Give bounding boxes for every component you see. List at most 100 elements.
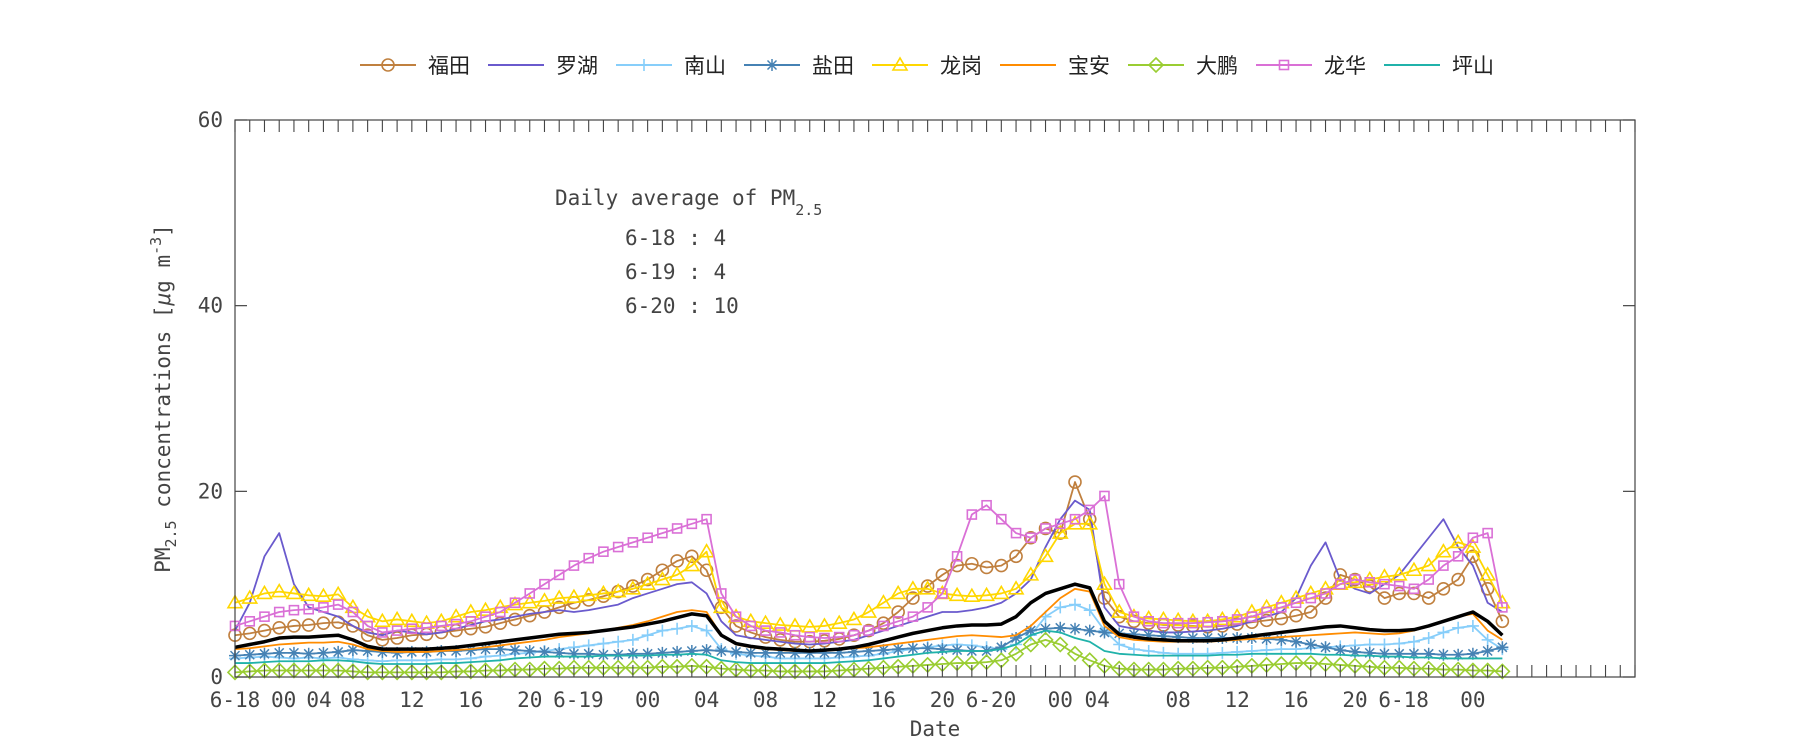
data-point-marker — [1052, 636, 1069, 653]
data-point-marker — [1260, 632, 1273, 645]
data-point-marker — [626, 647, 639, 660]
x-tick-label: 08 — [340, 688, 365, 712]
data-point-marker — [1022, 566, 1040, 581]
data-point-marker — [1334, 578, 1346, 590]
data-point-marker — [1098, 626, 1111, 639]
data-point-marker — [318, 602, 329, 613]
data-point-marker — [344, 663, 362, 680]
x-tick-label: 04 — [694, 688, 719, 712]
data-point-marker — [1452, 648, 1465, 661]
data-point-marker — [1479, 566, 1497, 581]
data-point-marker — [1010, 527, 1022, 539]
data-point-marker — [1127, 643, 1140, 656]
data-point-marker — [996, 513, 1007, 525]
y-axis-label-exp: -3 — [147, 237, 165, 255]
data-point-marker — [730, 611, 742, 622]
data-point-marker — [1304, 638, 1317, 651]
data-point-marker — [833, 646, 846, 659]
data-point-marker — [1187, 617, 1199, 629]
data-point-marker — [1142, 629, 1155, 642]
legend-item: 坪山 — [1384, 54, 1494, 78]
data-point-marker — [1158, 617, 1169, 629]
x-tick-label: 00 — [635, 688, 660, 712]
data-point-marker — [1010, 632, 1023, 645]
data-point-marker — [907, 611, 919, 622]
data-point-marker — [979, 560, 994, 575]
data-point-marker — [390, 631, 404, 645]
data-point-marker — [1334, 644, 1347, 657]
data-point-marker — [1039, 622, 1052, 635]
data-point-marker — [1497, 602, 1508, 613]
data-point-marker — [436, 620, 447, 632]
x-tick-label: 6-18 — [1378, 688, 1429, 712]
data-point-marker — [774, 646, 787, 659]
data-point-marker — [361, 645, 374, 658]
data-point-marker — [583, 552, 594, 564]
legend-label: 福田 — [428, 54, 470, 78]
x-tick-label: 6-19 — [553, 688, 604, 712]
data-point-marker — [994, 558, 1009, 573]
data-point-marker — [1216, 632, 1229, 645]
data-point-marker — [1438, 560, 1449, 571]
data-point-marker — [582, 647, 595, 660]
data-point-marker — [1025, 532, 1037, 544]
legend-label: 南山 — [684, 54, 726, 78]
x-tick-label: 00 — [1460, 688, 1485, 712]
data-point-marker — [1275, 633, 1288, 646]
data-point-marker — [1261, 606, 1272, 618]
data-point-marker — [465, 615, 477, 627]
data-point-marker — [657, 527, 668, 539]
data-point-marker — [565, 588, 583, 603]
legend-label: 宝安 — [1068, 54, 1110, 78]
data-point-marker — [819, 632, 830, 644]
data-point-marker — [1172, 617, 1184, 629]
data-point-marker — [818, 646, 831, 659]
data-point-marker — [1066, 515, 1084, 530]
data-point-marker — [862, 645, 875, 658]
data-point-marker — [1022, 636, 1039, 653]
data-point-marker — [391, 646, 404, 659]
data-point-marker — [1216, 646, 1229, 659]
y-tick-label: 0 — [210, 665, 223, 689]
x-tick-label: 16 — [1283, 688, 1308, 712]
data-point-marker — [374, 664, 391, 681]
y-axis-label-main: PM — [151, 548, 175, 573]
data-point-marker — [450, 618, 462, 630]
data-point-marker — [1007, 580, 1025, 595]
data-point-marker — [1377, 591, 1392, 605]
data-point-marker — [1349, 645, 1361, 658]
data-point-marker — [303, 603, 314, 615]
data-point-marker — [1495, 614, 1510, 629]
data-point-marker — [1054, 601, 1067, 614]
data-point-marker — [1127, 628, 1140, 641]
data-point-marker — [653, 570, 671, 586]
data-point-marker — [981, 499, 992, 511]
x-tick-label: 16 — [458, 688, 483, 712]
data-point-marker — [1083, 624, 1096, 637]
y-axis-label-unit: g m — [151, 255, 175, 293]
data-point-marker — [1379, 578, 1390, 590]
data-point-marker — [580, 586, 598, 602]
data-point-marker — [359, 664, 376, 681]
data-point-marker — [597, 637, 610, 650]
series-average — [234, 582, 1504, 653]
data-point-marker — [1213, 610, 1231, 626]
data-point-marker — [506, 596, 524, 611]
data-point-marker — [1466, 549, 1480, 564]
data-point-marker — [242, 626, 257, 641]
data-point-marker — [1113, 638, 1126, 651]
data-point-marker — [332, 599, 344, 610]
data-point-marker — [906, 642, 919, 655]
data-point-marker — [816, 617, 833, 632]
data-point-marker — [1157, 646, 1170, 659]
data-point-marker — [1318, 591, 1333, 605]
data-point-marker — [597, 648, 610, 661]
data-point-marker — [388, 664, 406, 681]
data-point-marker — [346, 644, 359, 657]
data-point-marker — [948, 586, 966, 602]
series-station-7 — [229, 490, 1508, 644]
data-point-marker — [317, 646, 330, 659]
annotation-line-6-18: 6-18 : 4 — [625, 226, 726, 250]
daily-average-annotation: Daily average of PM2.5 6-18 : 4 6-19 : 4… — [555, 186, 822, 318]
data-point-marker — [243, 648, 256, 661]
